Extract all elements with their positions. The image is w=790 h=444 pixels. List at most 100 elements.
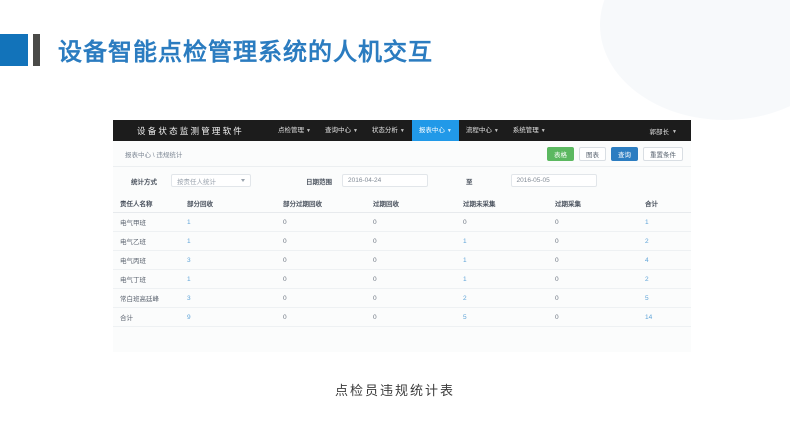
nav-item-label: 报表中心 <box>418 127 445 134</box>
application-window: 设备状态监测管理软件 点检管理 ▼ 查询中心 ▼ 状态分析 ▼ 报表中心 ▼ <box>113 120 691 352</box>
column-header-total: 合计 <box>645 194 691 213</box>
cell-partial-expired-recycle: 0 <box>283 288 373 308</box>
cell-total[interactable]: 14 <box>645 307 691 327</box>
user-name-label: 郭部长 <box>649 128 670 136</box>
column-header-responsible: 责任人名称 <box>113 194 187 213</box>
cell-partial-recycle[interactable]: 1 <box>187 231 283 251</box>
cell-expired-collected: 0 <box>555 250 645 270</box>
cell-expired-recycle: 0 <box>373 231 463 251</box>
table-row: 电气丁班 1 0 0 1 0 2 <box>113 269 691 289</box>
nav-menu: 点检管理 ▼ 查询中心 ▼ 状态分析 ▼ 报表中心 ▼ 流程中心 ▼ <box>271 120 553 141</box>
table-body: 电气甲班 1 0 0 0 0 1 电气乙班 1 0 0 1 0 2 <box>113 212 691 327</box>
user-menu[interactable]: 郭部长 ▼ <box>650 126 677 136</box>
cell-partial-expired-recycle: 0 <box>283 250 373 270</box>
cell-expired-uncollected[interactable]: 1 <box>463 250 555 270</box>
query-button[interactable]: 查询 <box>611 146 638 161</box>
table-row: 电气乙班 1 0 0 1 0 2 <box>113 231 691 251</box>
chevron-down-icon: ▼ <box>446 128 452 134</box>
app-brand-title: 设备状态监测管理软件 <box>137 125 245 136</box>
cell-expired-uncollected[interactable]: 5 <box>463 307 555 327</box>
table-row-total: 合计 9 0 0 5 0 14 <box>113 307 691 327</box>
chevron-down-icon: ▼ <box>540 128 546 134</box>
cell-partial-expired-recycle: 0 <box>283 231 373 251</box>
filter-bar: 统计方式 按责任人统计 日期范围 2016-04-24 至 2016-05-05 <box>113 167 691 194</box>
nav-item-label: 查询中心 <box>324 127 351 134</box>
cell-expired-collected: 0 <box>555 288 645 308</box>
title-square-accent <box>0 33 28 66</box>
nav-item-system-management[interactable]: 系统管理 ▼ <box>506 120 553 141</box>
cell-partial-recycle[interactable]: 1 <box>187 212 283 232</box>
cell-partial-recycle[interactable]: 9 <box>187 307 283 327</box>
stat-mode-select[interactable]: 按责任人统计 <box>171 174 251 187</box>
nav-item-process-center[interactable]: 流程中心 ▼ <box>459 120 506 141</box>
date-end-input[interactable]: 2016-05-05 <box>510 174 597 187</box>
figure-caption: 点检员违规统计表 <box>334 383 455 398</box>
nav-item-status-analysis[interactable]: 状态分析 ▼ <box>365 120 412 141</box>
cell-expired-collected: 0 <box>555 269 645 289</box>
app-toolbar: 报表中心 \ 违规统计 表格 图表 查询 重置条件 <box>113 141 691 167</box>
toolbar-button-group: 表格 图表 查询 重置条件 <box>547 146 683 161</box>
table-row: 电气甲班 1 0 0 0 0 1 <box>113 212 691 232</box>
cell-partial-recycle[interactable]: 1 <box>187 269 283 289</box>
cell-expired-recycle: 0 <box>373 250 463 270</box>
stat-mode-value: 按责任人统计 <box>177 178 216 186</box>
cell-expired-recycle: 0 <box>373 212 463 232</box>
chevron-down-icon: ▼ <box>399 128 405 134</box>
column-header-partial-recycle: 部分回收 <box>187 194 283 213</box>
date-separator-label: 至 <box>466 178 473 186</box>
cell-expired-collected: 0 <box>555 231 645 251</box>
cell-responsible-name: 常白班高廷峰 <box>113 288 187 308</box>
reset-conditions-button[interactable]: 重置条件 <box>643 146 683 161</box>
slide-title-row: 设备智能点检管理系统的人机交互 <box>0 32 433 67</box>
cell-total[interactable]: 1 <box>645 212 691 232</box>
date-range-label: 日期范围 <box>306 178 332 186</box>
cell-total[interactable]: 4 <box>645 250 691 270</box>
table-view-button[interactable]: 表格 <box>547 146 574 161</box>
cell-total[interactable]: 2 <box>645 231 691 251</box>
cell-expired-recycle: 0 <box>373 269 463 289</box>
cell-expired-recycle: 0 <box>373 307 463 327</box>
table-row: 电气丙班 3 0 0 1 0 4 <box>113 250 691 270</box>
stat-mode-label: 统计方式 <box>131 178 157 186</box>
cell-total[interactable]: 5 <box>645 288 691 308</box>
breadcrumb: 报表中心 \ 违规统计 <box>125 151 183 159</box>
column-header-expired-recycle: 过期回收 <box>373 194 463 213</box>
cell-total[interactable]: 2 <box>645 269 691 289</box>
chevron-down-icon: ▼ <box>493 128 499 134</box>
date-start-input[interactable]: 2016-04-24 <box>342 174 428 187</box>
nav-item-query-center[interactable]: 查询中心 ▼ <box>318 120 365 141</box>
chart-view-button[interactable]: 图表 <box>579 146 606 161</box>
app-navbar: 设备状态监测管理软件 点检管理 ▼ 查询中心 ▼ 状态分析 ▼ 报表中心 ▼ <box>113 120 691 141</box>
cell-expired-uncollected: 0 <box>463 212 555 232</box>
cell-partial-recycle[interactable]: 3 <box>187 288 283 308</box>
cell-responsible-name: 电气甲班 <box>113 212 187 232</box>
chevron-down-icon: ▼ <box>672 128 677 135</box>
page-title: 设备智能点检管理系统的人机交互 <box>58 39 433 66</box>
cell-partial-recycle[interactable]: 3 <box>187 250 283 270</box>
cell-responsible-name: 电气丙班 <box>113 250 187 270</box>
cell-partial-expired-recycle: 0 <box>283 212 373 232</box>
cell-partial-expired-recycle: 0 <box>283 307 373 327</box>
nav-item-label: 流程中心 <box>465 127 492 134</box>
column-header-expired-uncollected: 过期未采集 <box>463 194 555 213</box>
table-header-row: 责任人名称 部分回收 部分过期回收 过期回收 过期未采集 过期采集 合计 <box>113 194 691 213</box>
nav-item-label: 点检管理 <box>278 127 305 134</box>
cell-expired-uncollected[interactable]: 1 <box>463 231 555 251</box>
cell-responsible-name: 电气丁班 <box>113 269 187 289</box>
chevron-down-icon <box>241 179 245 182</box>
violation-statistics-table: 责任人名称 部分回收 部分过期回收 过期回收 过期未采集 过期采集 合计 电气甲… <box>113 194 691 327</box>
cell-expired-recycle: 0 <box>373 288 463 308</box>
nav-item-inspection-management[interactable]: 点检管理 ▼ <box>271 120 318 141</box>
nav-item-report-center[interactable]: 报表中心 ▼ <box>411 120 459 141</box>
cell-expired-uncollected[interactable]: 2 <box>463 288 555 308</box>
cell-responsible-name: 电气乙班 <box>113 231 187 251</box>
cell-expired-uncollected[interactable]: 1 <box>463 269 555 289</box>
table-row: 常白班高廷峰 3 0 0 2 0 5 <box>113 288 691 308</box>
chevron-down-icon: ▼ <box>306 128 311 134</box>
nav-item-label: 系统管理 <box>512 127 539 134</box>
cell-responsible-name: 合计 <box>113 307 187 327</box>
chevron-down-icon: ▼ <box>352 128 358 134</box>
table-header: 责任人名称 部分回收 部分过期回收 过期回收 过期未采集 过期采集 合计 <box>113 194 691 213</box>
cell-partial-expired-recycle: 0 <box>283 269 373 289</box>
